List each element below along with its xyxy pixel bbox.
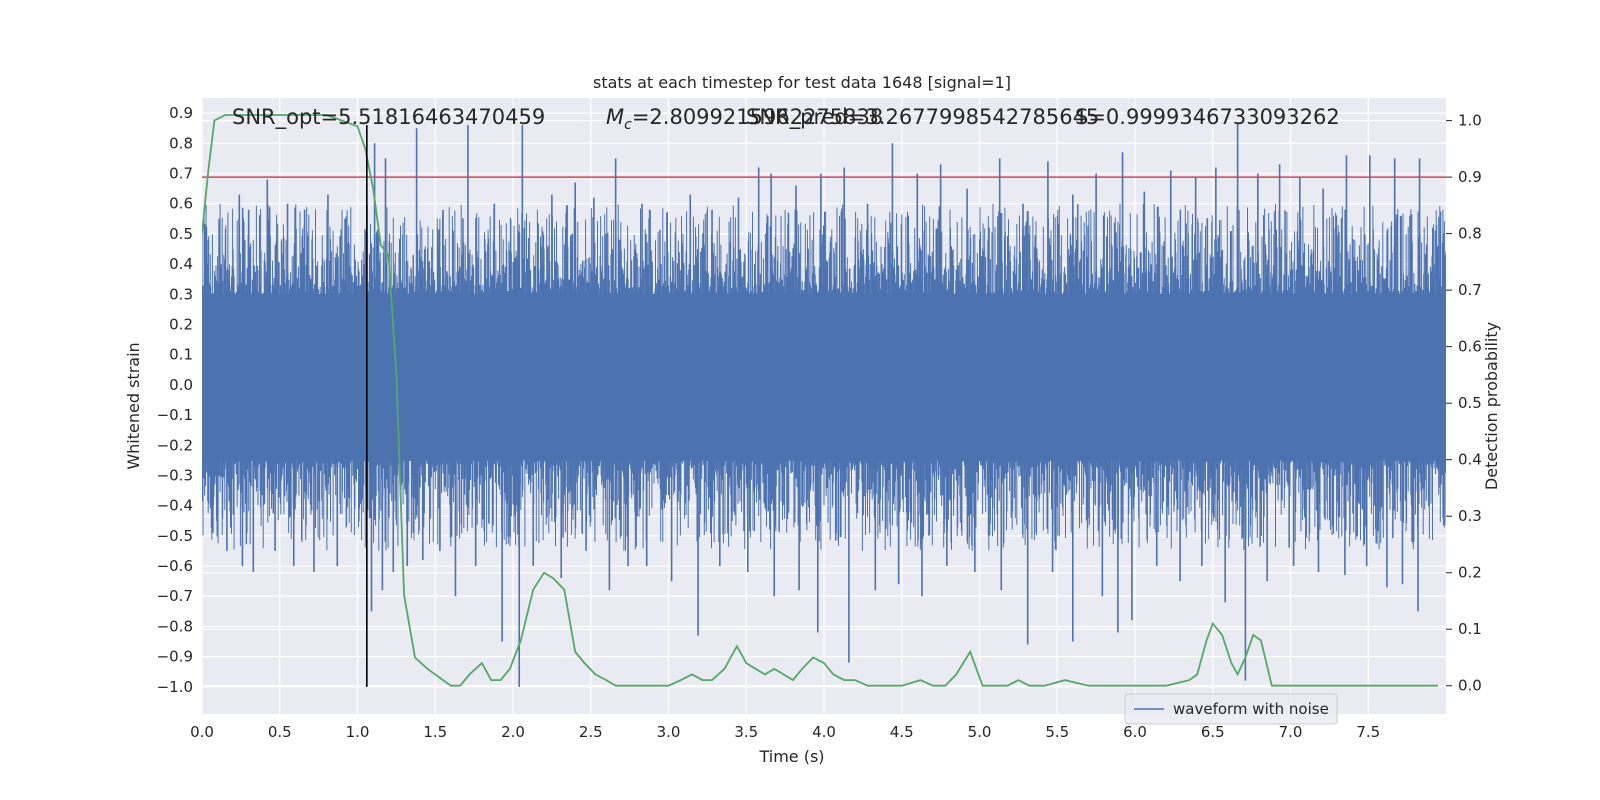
x-axis-label: Time (s) [758, 747, 824, 766]
annotation-snr-opt: SNR_opt=5.51816463470459 [232, 105, 545, 130]
y-tick-label: −0.2 [157, 436, 193, 454]
y-tick-label: −0.8 [157, 617, 193, 635]
y-tick-label: 0.9 [169, 104, 193, 122]
y2-tick-label: 0.0 [1458, 677, 1482, 695]
annotation-chirp-mass-symbol: M [606, 105, 624, 129]
y2-tick-label: 0.5 [1458, 394, 1482, 412]
y-tick-label: −1.0 [157, 678, 193, 696]
y2-tick-label: 0.2 [1458, 564, 1482, 582]
y-tick-label: 0.0 [169, 376, 193, 394]
x-tick-label: 7.5 [1356, 723, 1380, 741]
legend-box [1124, 693, 1338, 725]
y-axis-label: Whitened strain [124, 342, 143, 469]
x-tick-label: 5.5 [1045, 723, 1069, 741]
x-tick-label: 0.0 [190, 723, 214, 741]
waveform-noise [202, 203, 1446, 551]
y-tick-label: −0.4 [157, 497, 193, 515]
y-tick-label: 0.5 [169, 225, 193, 243]
x-tick-label: 4.0 [812, 723, 836, 741]
y-tick-label: 0.8 [169, 134, 193, 152]
y2-tick-label: 0.8 [1458, 225, 1482, 243]
y-tick-label: 0.7 [169, 164, 193, 182]
y-tick-label: 0.2 [169, 315, 193, 333]
x-tick-label: 3.0 [657, 723, 681, 741]
y2-tick-label: 1.0 [1458, 112, 1482, 130]
y-tick-label: 0.3 [169, 285, 193, 303]
y-tick-label: 0.1 [169, 346, 193, 364]
y2-tick-label: 0.6 [1458, 338, 1482, 356]
y-tick-label: −0.7 [157, 587, 193, 605]
y-tick-label: −0.9 [157, 648, 193, 666]
annotation-chirp-mass: Mc=2.8099215962275838 [606, 105, 883, 133]
x-tick-label: 6.5 [1201, 723, 1225, 741]
series-detection-probability [202, 114, 1439, 687]
y-tick-label: −0.6 [157, 557, 193, 575]
annotation-chirp-mass-value: =2.8099215962275838 [632, 105, 883, 129]
x-tick-label: 2.0 [501, 723, 525, 741]
series-waveform-with-noise [202, 122, 1446, 687]
chart-title: stats at each timestep for test data 164… [593, 73, 1011, 92]
y-tick-label: −0.1 [157, 406, 193, 424]
annotation-score: S=0.9999346733093262 [1075, 105, 1340, 129]
x-tick-label: 6.0 [1123, 723, 1147, 741]
y-tick-label: 0.6 [169, 195, 193, 213]
y-tick-label: −0.3 [157, 466, 193, 484]
legend-label-waveform: waveform with noise [1173, 700, 1329, 718]
y2-tick-label: 0.1 [1458, 620, 1482, 638]
y-tick-label: 0.4 [169, 255, 193, 273]
y-tick-label: −0.5 [157, 527, 193, 545]
x-tick-label: 0.5 [268, 723, 292, 741]
y2-axis-label: Detection probability [1482, 322, 1501, 490]
y2-tick-label: 0.9 [1458, 168, 1482, 186]
y2-tick-label: 0.7 [1458, 281, 1482, 299]
y-axis-ticks: 0.9 0.8 0.7 0.6 0.5 0.4 0.3 0.2 0.1 0.0 −0.1 −0.2 −0… [157, 104, 193, 696]
x-tick-label: 7.0 [1279, 723, 1303, 741]
annotation-chirp-mass-subscript: c [624, 117, 632, 133]
x-tick-label: 2.5 [579, 723, 603, 741]
annotation-snr-pred: SNR_pred=3.2677998542785645 [746, 105, 1099, 130]
x-tick-label: 4.5 [890, 723, 914, 741]
x-tick-label: 1.0 [346, 723, 370, 741]
x-axis-ticks: 0.0 0.5 1.0 1.5 2.0 2.5 3.0 3.5 4.0 4.5 5.0 5.5 6.0 6… [190, 723, 1380, 741]
legend: waveform with noise [1124, 693, 1338, 725]
y2-axis-ticks: 1.0 0.9 0.8 0.7 0.6 0.5 0.4 0.3 0.2 0.1 0.0 [1446, 112, 1482, 695]
y2-tick-label: 0.3 [1458, 507, 1482, 525]
x-tick-label: 1.5 [423, 723, 447, 741]
x-tick-label: 3.5 [734, 723, 758, 741]
x-tick-label: 5.0 [968, 723, 992, 741]
y2-tick-label: 0.4 [1458, 451, 1482, 469]
